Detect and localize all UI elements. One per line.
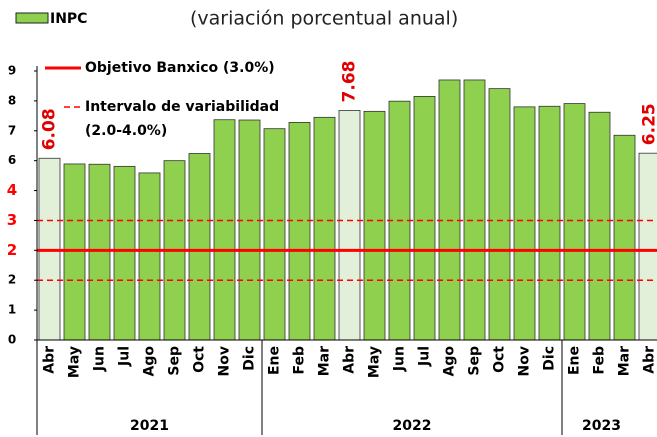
bar xyxy=(363,110,386,341)
x-tick-label: Nov xyxy=(217,346,233,376)
x-tick-label: Jun xyxy=(392,346,408,372)
data-label: 7.68 xyxy=(340,61,360,103)
bar xyxy=(313,116,336,341)
bar xyxy=(513,106,536,341)
bar xyxy=(213,119,236,341)
bar xyxy=(613,134,636,341)
x-tick-label: Abr xyxy=(342,346,358,374)
x-tick-label: Ene xyxy=(267,346,283,375)
x-tick-label: Abr xyxy=(42,346,58,374)
bar xyxy=(188,153,211,341)
x-tick-label: Feb xyxy=(292,346,308,375)
y-tick-label: 0 xyxy=(8,333,16,347)
bar xyxy=(88,163,111,341)
bar xyxy=(338,110,361,341)
legend-label: Intervalo de variabilidad xyxy=(85,99,279,115)
x-tick-label: Jul xyxy=(417,346,433,367)
x-tick-label: May xyxy=(367,346,383,378)
x-tick-label: Jul xyxy=(117,346,133,367)
data-label: 6.08 xyxy=(40,108,60,150)
x-tick-label: Sep xyxy=(467,346,483,376)
group-label: 2023 xyxy=(582,418,621,434)
bar xyxy=(438,79,461,341)
x-tick-label: Jun xyxy=(92,346,108,372)
bar xyxy=(638,152,657,341)
y-tick-label: 7 xyxy=(8,123,16,137)
y-tick-label: 2 xyxy=(7,241,17,259)
y-tick-label: 1 xyxy=(8,303,16,317)
bar xyxy=(288,122,311,341)
x-tick-label: Oct xyxy=(192,346,208,373)
x-tick-label: Abr xyxy=(642,346,657,374)
bar xyxy=(138,172,161,341)
x-tick-label: May xyxy=(67,346,83,378)
bar xyxy=(238,119,261,341)
bar xyxy=(263,128,286,341)
x-tick-label: Dic xyxy=(542,346,558,371)
y-tick-label: 2 xyxy=(8,273,16,287)
x-tick-label: Dic xyxy=(242,346,258,371)
data-label: 6.25 xyxy=(640,103,657,145)
legend-swatch xyxy=(15,12,49,24)
bar xyxy=(413,96,436,341)
x-tick-label: Sep xyxy=(167,346,183,376)
group-label: 2021 xyxy=(130,418,169,434)
bar xyxy=(563,103,586,341)
bar xyxy=(63,163,86,341)
y-tick-label: 9 xyxy=(8,64,16,78)
x-tick-label: Mar xyxy=(317,346,333,376)
bar xyxy=(113,165,136,341)
x-tick-label: Ago xyxy=(442,346,458,377)
legend-label: Objetivo Banxico (3.0%) xyxy=(85,60,275,76)
x-tick-label: Nov xyxy=(517,346,533,376)
y-tick-label: 4 xyxy=(7,181,17,199)
legend-label: INPC xyxy=(50,11,87,27)
x-tick-label: Mar xyxy=(617,346,633,376)
bar xyxy=(538,105,561,341)
group-label: 2022 xyxy=(393,418,432,434)
bar xyxy=(588,111,611,341)
legend-label: (2.0-4.0%) xyxy=(85,123,167,139)
y-tick-label: 8 xyxy=(8,93,16,107)
bar xyxy=(488,88,511,341)
subtitle: (variación porcentual anual) xyxy=(190,8,458,30)
bar xyxy=(463,79,486,341)
x-tick-label: Feb xyxy=(592,346,608,375)
y-tick-label: 3 xyxy=(7,211,17,229)
x-tick-label: Oct xyxy=(492,346,508,373)
x-tick-label: Ene xyxy=(567,346,583,375)
y-tick-label: 6 xyxy=(8,153,16,167)
x-tick-label: Ago xyxy=(142,346,158,377)
